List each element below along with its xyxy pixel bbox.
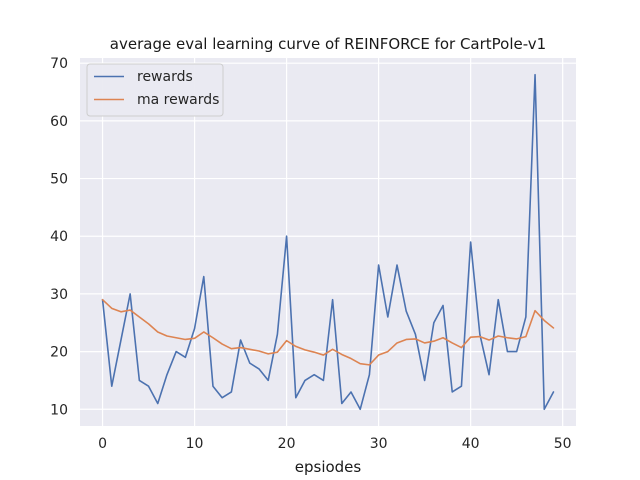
- x-tick-label: 40: [462, 436, 480, 452]
- y-axis-ticks: 10 20 30 40 50 60 70: [50, 56, 68, 418]
- y-tick-label: 60: [50, 114, 68, 130]
- legend: rewards ma rewards: [86, 63, 224, 117]
- series-line-ma-rewards: [101, 298, 555, 366]
- x-tick-label: 50: [554, 436, 572, 452]
- x-tick-label: 20: [278, 436, 296, 452]
- x-tick-label: 30: [370, 436, 388, 452]
- y-tick-label: 10: [50, 402, 68, 418]
- y-tick-label: 50: [50, 172, 68, 188]
- y-tick-label: 20: [50, 345, 68, 361]
- y-tick-label: 30: [50, 287, 68, 303]
- series-line-rewards: [101, 73, 555, 411]
- chart-title: average eval learning curve of REINFORCE…: [110, 35, 546, 53]
- y-tick-label: 70: [50, 56, 68, 72]
- series-lines: [101, 73, 555, 411]
- x-tick-label: 10: [186, 436, 204, 452]
- legend-label-rewards: rewards: [137, 69, 193, 85]
- y-tick-label: 40: [50, 229, 68, 245]
- x-axis-ticks: 0 10 20 30 40 50: [98, 436, 571, 452]
- x-axis-label: epsiodes: [295, 458, 362, 476]
- x-tick-label: 0: [98, 436, 107, 452]
- legend-label-ma-rewards: ma rewards: [137, 92, 219, 108]
- plot-area: [80, 58, 576, 426]
